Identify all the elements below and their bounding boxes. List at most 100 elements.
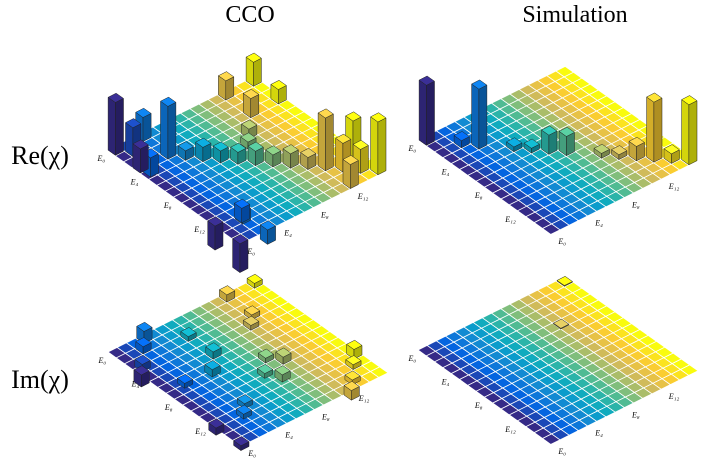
bar — [681, 95, 698, 166]
bar — [300, 148, 317, 171]
bar-face — [558, 126, 575, 137]
bar-face — [350, 160, 359, 190]
bar-face — [471, 83, 480, 150]
bar-face — [556, 276, 573, 286]
bar — [628, 136, 645, 162]
bar — [471, 79, 488, 150]
bar — [235, 404, 253, 420]
bar-face — [611, 145, 628, 156]
bar-face — [370, 116, 379, 176]
bar-face — [233, 198, 251, 209]
bar-face — [325, 113, 334, 172]
bar-face — [134, 354, 151, 365]
bar-face — [232, 238, 241, 274]
bar — [205, 342, 222, 360]
x-tick-label: E₁₂ — [193, 225, 205, 234]
bar-face — [317, 112, 326, 172]
bar-face — [335, 137, 344, 173]
bar-face — [142, 112, 152, 142]
bar-face — [360, 144, 369, 174]
bar — [230, 142, 247, 165]
bar — [265, 145, 282, 168]
bar — [247, 141, 264, 167]
bar-face — [270, 80, 287, 90]
bar-face — [140, 144, 149, 174]
bar-face — [478, 84, 488, 150]
bar-face — [541, 125, 558, 136]
bar-face — [259, 220, 277, 231]
bar-face — [345, 111, 362, 122]
bar-face — [236, 394, 254, 405]
bar-face — [135, 337, 152, 348]
bar-face — [246, 273, 263, 284]
bar — [506, 137, 523, 153]
y-tick-label: E₄ — [283, 229, 292, 238]
bar3d-chart: E₀ E₄ E₈ E₁₂ E₀ E₄ E₈ E₁₂ — [407, 65, 699, 246]
row-label: Re(χ) — [11, 141, 69, 170]
column-title: Simulation — [522, 2, 627, 28]
bar — [556, 276, 573, 287]
bar — [218, 285, 236, 303]
bar-face — [247, 141, 264, 152]
bar — [453, 131, 470, 149]
bar-face — [418, 79, 427, 146]
x-tick-label: E₈ — [163, 201, 172, 210]
bar — [204, 360, 221, 378]
bar-face — [233, 436, 250, 447]
bar — [242, 89, 260, 119]
x-tick-label: E₀ — [407, 144, 416, 153]
bar-face — [177, 141, 194, 152]
bar-face — [345, 355, 362, 366]
bar — [233, 436, 250, 452]
bar-face — [342, 155, 359, 165]
bar — [593, 143, 610, 159]
bar — [160, 96, 177, 160]
bar-face — [265, 145, 282, 156]
bar-face — [136, 321, 153, 332]
x-tick-label: E₄ — [131, 380, 140, 389]
bar — [317, 108, 334, 172]
bar-face — [107, 92, 124, 103]
bar — [125, 118, 142, 158]
bar — [418, 75, 435, 146]
bar — [232, 234, 249, 274]
bar — [177, 141, 194, 161]
bar-face — [133, 365, 150, 376]
bar-face — [377, 117, 387, 176]
bar-face — [242, 315, 260, 326]
bar3d-chart: E₀ E₄ E₈ E₁₂ E₀ E₄ E₈ E₁₂ — [97, 273, 389, 458]
bar-face — [160, 96, 177, 107]
bar — [207, 216, 224, 251]
floor-cell — [369, 366, 389, 378]
bar-face — [453, 131, 470, 141]
bar-face — [230, 142, 247, 153]
y-tick-label: E₀ — [246, 247, 255, 256]
y-tick-label: E₄ — [594, 219, 603, 228]
bar-face — [125, 122, 134, 158]
bar-face — [176, 373, 194, 384]
y-tick-label: E₁₂ — [358, 394, 370, 403]
bar — [195, 137, 212, 163]
bar-face — [681, 95, 698, 106]
bar-face — [240, 132, 257, 143]
bar-face — [195, 137, 212, 148]
bar — [370, 112, 387, 176]
bar-face — [245, 52, 262, 63]
bar — [663, 144, 680, 164]
bar — [257, 348, 275, 364]
bar-face — [243, 305, 261, 316]
x-tick-label: E₄ — [130, 178, 139, 187]
floor-cell — [679, 364, 699, 376]
bar-face — [256, 364, 274, 374]
bar-face — [646, 92, 663, 103]
bar — [541, 125, 558, 155]
bar — [270, 80, 287, 105]
x-tick-label: E₁₂ — [194, 427, 206, 436]
bar-face — [204, 360, 221, 370]
bar-face — [167, 101, 177, 160]
bar — [233, 198, 251, 224]
bar — [246, 273, 263, 289]
bar — [133, 365, 150, 388]
x-tick-label: E₀ — [96, 154, 105, 163]
